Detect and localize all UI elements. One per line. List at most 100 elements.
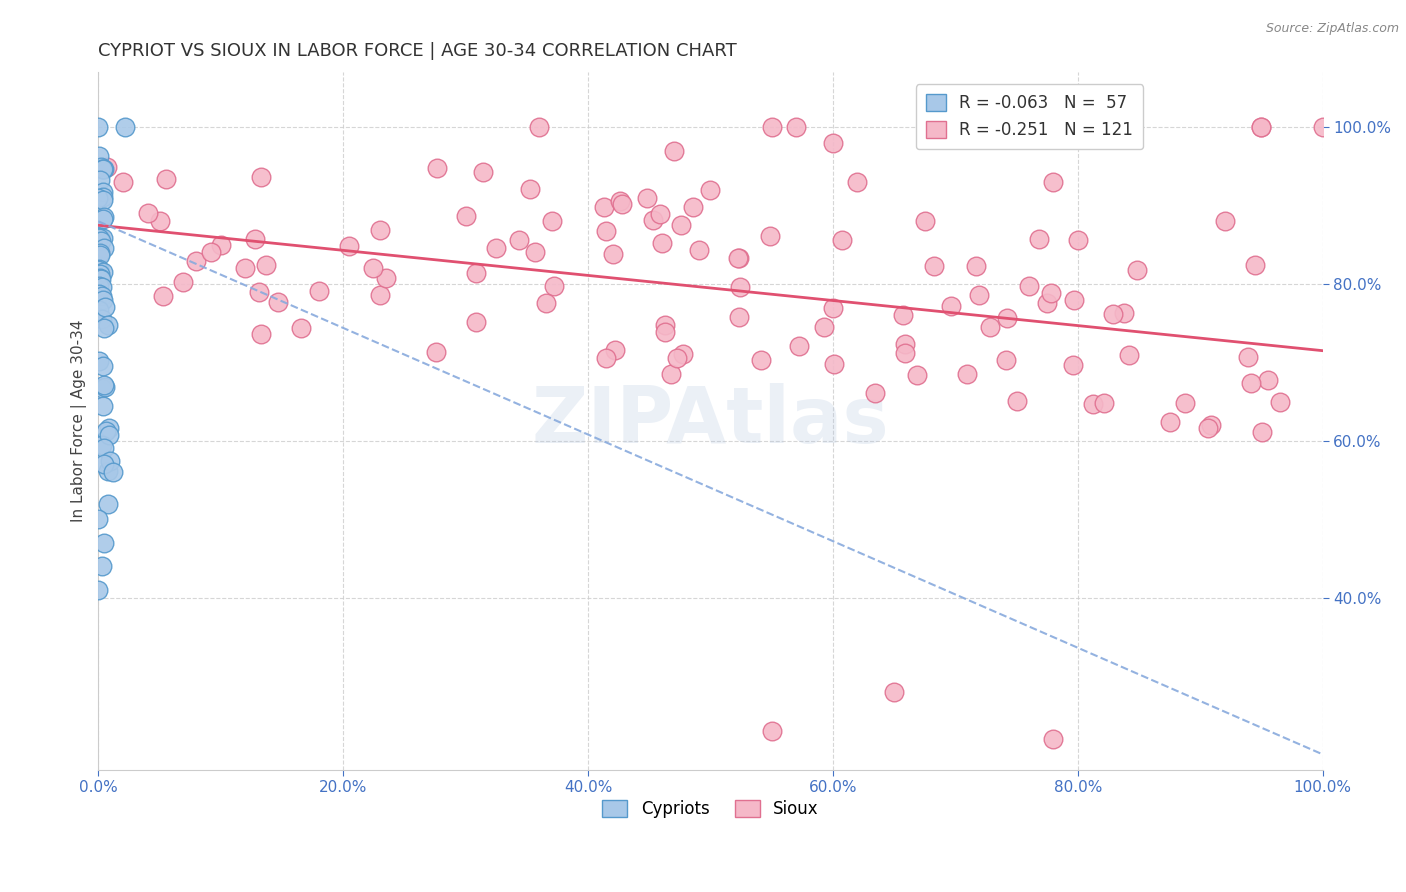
Point [245,232,267,246]
Point [605,343,627,357]
Point [172,275,194,289]
Point [894,346,917,360]
Point [728,310,751,324]
Text: Source: ZipAtlas.com: Source: ZipAtlas.com [1265,22,1399,36]
Point [650,207,672,221]
Point [93,535,115,549]
Point [1257,372,1279,386]
Point [426,161,449,175]
Point [894,337,917,351]
Point [654,325,676,339]
Point [1268,394,1291,409]
Point [995,310,1018,325]
Point [540,213,562,227]
Point [1042,731,1064,746]
Point [1114,306,1136,320]
Point [484,241,506,255]
Point [914,214,936,228]
Point [749,352,772,367]
Point [111,175,134,189]
Point [90,160,112,174]
Point [1159,415,1181,429]
Point [90,272,112,286]
Point [831,233,853,247]
Point [672,347,695,361]
Point [93,210,115,224]
Point [789,339,811,353]
Point [200,245,222,260]
Point [375,270,398,285]
Point [148,214,170,228]
Point [508,233,530,247]
Point [93,161,115,176]
Point [425,345,447,359]
Point [1101,307,1123,321]
Point [89,262,111,277]
Point [536,296,558,310]
Point [1092,395,1115,409]
Point [759,229,782,244]
Point [1197,421,1219,435]
Point [688,243,710,257]
Point [1250,120,1272,135]
Point [96,160,118,174]
Point [98,454,121,468]
Point [249,169,271,184]
Point [87,279,110,293]
Point [94,380,117,394]
Point [641,212,664,227]
Point [1250,120,1272,135]
Point [1201,417,1223,432]
Point [233,261,256,276]
Point [267,295,290,310]
Point [89,244,111,259]
Point [87,354,110,368]
Point [965,259,987,273]
Point [1174,396,1197,410]
Point [593,200,616,214]
Point [250,327,273,342]
Point [669,218,692,232]
Point [87,191,110,205]
Point [761,723,783,738]
Point [1118,348,1140,362]
Point [924,260,946,274]
Legend: Cypriots, Sioux: Cypriots, Sioux [596,793,825,824]
Point [1250,425,1272,439]
Point [98,427,121,442]
Point [654,318,676,333]
Point [87,263,110,277]
Point [89,271,111,285]
Point [209,238,232,252]
Point [89,286,111,301]
Point [636,190,658,204]
Point [1028,232,1050,246]
Point [939,299,962,313]
Point [1067,233,1090,247]
Point [1083,397,1105,411]
Point [87,230,110,244]
Point [93,320,115,334]
Point [1036,296,1059,310]
Point [956,367,979,381]
Point [90,161,112,176]
Point [91,162,114,177]
Point [337,239,360,253]
Point [1213,214,1236,228]
Point [979,320,1001,334]
Point [785,120,807,135]
Point [91,381,114,395]
Point [370,223,392,237]
Point [87,148,110,162]
Point [90,280,112,294]
Point [456,209,478,223]
Point [727,252,749,266]
Point [101,465,124,479]
Point [1126,263,1149,277]
Point [247,285,270,299]
Point [1005,394,1028,409]
Point [1062,358,1084,372]
Point [1063,293,1085,307]
Point [91,212,114,227]
Point [93,241,115,255]
